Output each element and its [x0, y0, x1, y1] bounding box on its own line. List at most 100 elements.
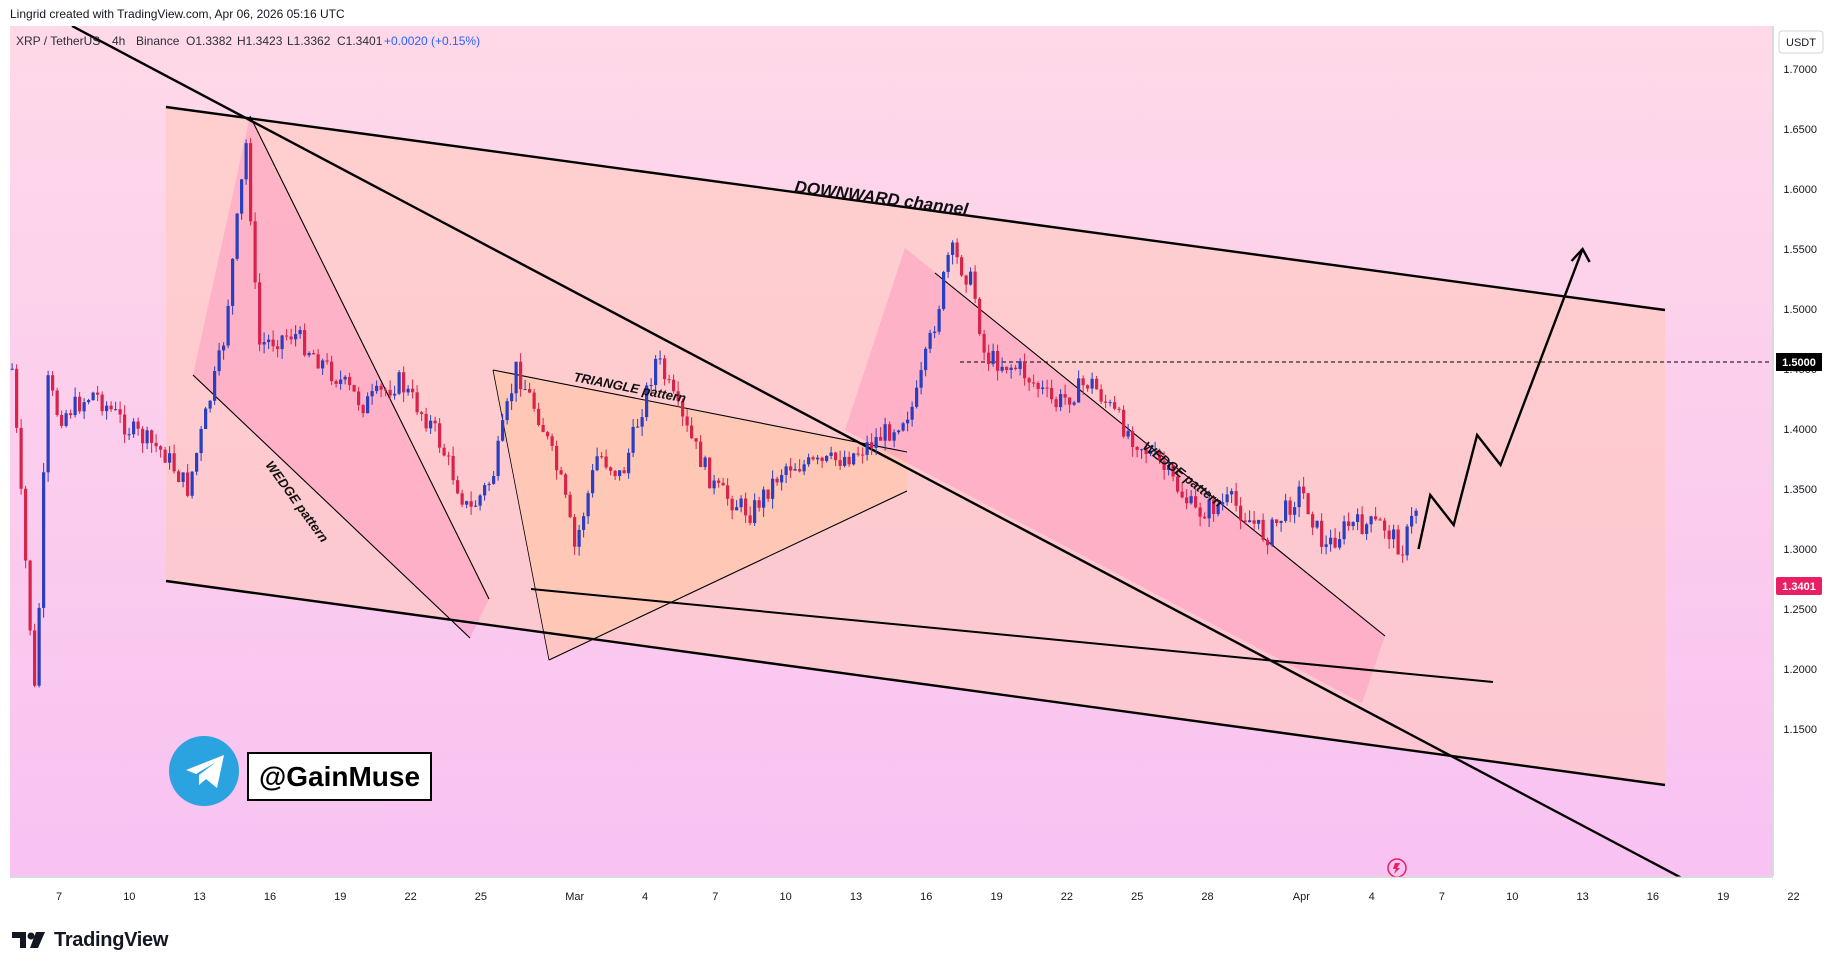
candle-body: [1288, 500, 1292, 515]
candle-body: [735, 507, 739, 511]
candle-body: [1149, 451, 1153, 455]
candle-body: [1045, 387, 1049, 389]
candle-body: [303, 330, 307, 356]
candle-body: [676, 391, 680, 401]
candle-body: [1257, 519, 1261, 524]
candle-body: [123, 414, 127, 435]
candle-body: [1131, 431, 1135, 448]
candle-body: [10, 368, 14, 370]
candle-body: [1158, 450, 1162, 461]
candle-body: [172, 453, 176, 472]
candle-body: [802, 464, 806, 472]
candle-body: [1036, 383, 1040, 389]
candle-body: [424, 413, 428, 429]
time-tick-label: 22: [1787, 891, 1799, 903]
time-ticks: 7 10 13 16 19 22 25 Mar 4 7 10 13 16 19 22 25 28 Apr 4 7 10 1…: [56, 891, 1800, 903]
symbol-name[interactable]: XRP / TetherUS: [16, 34, 100, 48]
candle-body: [447, 455, 451, 457]
candle-body: [15, 368, 19, 428]
candle-body: [1306, 493, 1310, 515]
support-line: [530, 588, 1494, 683]
candle-body: [1351, 522, 1355, 527]
candle-body: [1126, 431, 1130, 437]
candle-body: [145, 430, 149, 444]
candle-body: [973, 271, 977, 299]
candle-body: [316, 354, 320, 369]
symbol-bar[interactable]: XRP / TetherUS 4h Binance O1.3382 H1.342…: [16, 34, 480, 48]
candle-body: [1252, 520, 1256, 524]
candle-body: [60, 415, 64, 426]
candle-body: [1378, 519, 1382, 521]
candle-body: [1122, 409, 1126, 437]
candle-body: [1005, 366, 1009, 371]
candle-body: [672, 379, 676, 392]
candle-body: [19, 427, 23, 489]
candle-body: [307, 352, 311, 356]
candle-body: [577, 529, 581, 547]
chart-svg[interactable]: DOWNWARD channel TRIANGLE pattern WEDGE …: [0, 26, 1835, 912]
candle-body: [186, 472, 190, 496]
candle-body: [618, 470, 622, 477]
candle-body: [393, 393, 397, 396]
candle-body: [663, 358, 667, 380]
price-axis-bg: [1773, 26, 1835, 912]
candle-body: [1230, 491, 1234, 495]
candle-body: [1342, 521, 1346, 540]
candle-body: [1333, 537, 1337, 548]
candle-body: [487, 483, 491, 486]
candle-body: [478, 495, 482, 506]
candle-body: [1320, 520, 1324, 547]
level-tag: 1.5000: [1776, 353, 1822, 371]
interval-label[interactable]: 4h: [112, 34, 125, 48]
candle-body: [991, 350, 995, 365]
candle-body: [1113, 402, 1117, 409]
candle-body: [159, 446, 163, 450]
candle-body: [1014, 367, 1018, 370]
candle-body: [204, 408, 208, 430]
price-axis[interactable]: USDT 1.70001.65001.60001.55001.50001.450…: [1772, 26, 1835, 912]
tradingview-logo[interactable]: TradingView: [12, 928, 168, 952]
chart-area[interactable]: DOWNWARD channel TRIANGLE pattern WEDGE …: [0, 26, 1835, 912]
price-tick-label: 1.7000: [1783, 64, 1817, 76]
candle-body: [901, 423, 905, 431]
candle-body: [249, 143, 253, 222]
candle-body: [136, 421, 140, 429]
candle-body: [105, 405, 109, 412]
candle-body: [370, 391, 374, 397]
candle-body: [1023, 361, 1027, 379]
triangle-upper: [492, 369, 908, 453]
time-axis[interactable]: 7 10 13 16 19 22 25 Mar 4 7 10 13 16 19 22 25 28 Apr 4 7 10 1…: [0, 876, 1800, 912]
candle-body: [1117, 408, 1121, 410]
candle-body: [109, 405, 113, 410]
currency-label[interactable]: USDT: [1786, 37, 1816, 49]
candle-body: [1347, 521, 1351, 527]
candle-body: [645, 385, 649, 418]
candle-body: [528, 389, 532, 393]
candle-body: [784, 466, 788, 475]
candle-body: [573, 517, 577, 547]
candle-body: [838, 460, 842, 466]
time-tick-label: 16: [264, 891, 276, 903]
candle-body: [658, 358, 662, 360]
candle-body: [924, 348, 928, 371]
candle-body: [1104, 401, 1108, 403]
candle-body: [982, 333, 986, 353]
candle-body: [622, 470, 626, 474]
candle-body: [1374, 516, 1378, 520]
candle-body: [1401, 554, 1405, 556]
candle-body: [847, 456, 851, 465]
candle-body: [748, 515, 752, 524]
candle-body: [312, 352, 316, 355]
candle-body: [744, 498, 748, 516]
candle-body: [654, 358, 658, 386]
candle-body: [712, 480, 716, 489]
candle-body: [1059, 394, 1063, 408]
candle-body: [235, 213, 239, 259]
candle-body: [762, 489, 766, 508]
candle-body: [82, 402, 86, 412]
candle-body: [285, 335, 289, 337]
candle-body: [1189, 496, 1193, 504]
wedge-left-upper: [249, 115, 490, 600]
candle-body: [591, 470, 595, 494]
candle-body: [28, 560, 32, 631]
